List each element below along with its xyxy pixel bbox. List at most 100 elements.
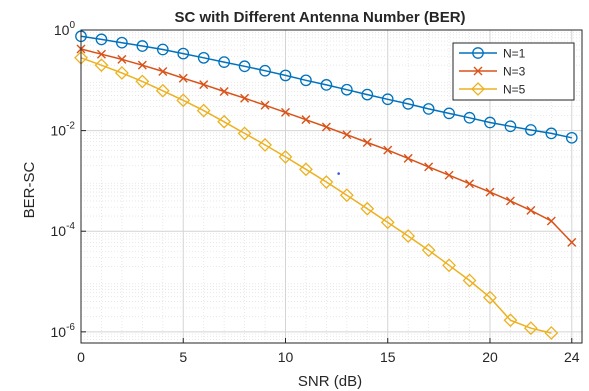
data-point — [219, 86, 229, 96]
data-point — [342, 130, 352, 140]
data-point — [485, 187, 495, 197]
data-point — [217, 114, 232, 129]
series-N=1 — [75, 30, 578, 144]
data-point — [178, 73, 188, 83]
legend-item: N=1 — [459, 47, 526, 61]
series-N=3 — [76, 44, 577, 247]
x-axis-ticks: 0 5 10 15 20 24 — [77, 338, 580, 365]
data-point — [444, 170, 454, 180]
data-point — [340, 83, 353, 96]
annotation-dot — [337, 172, 340, 175]
data-point — [421, 243, 436, 258]
series-layer — [74, 30, 578, 340]
y-tick-label: 10-6 — [51, 322, 76, 340]
data-point — [137, 60, 147, 70]
y-tick-label: 10-2 — [51, 121, 76, 139]
x-tick-label: 0 — [77, 349, 85, 365]
data-point — [299, 162, 313, 177]
data-point — [114, 66, 129, 80]
data-point — [300, 74, 312, 87]
data-point — [237, 126, 252, 141]
legend-label: N=1 — [503, 47, 526, 61]
data-point — [473, 66, 483, 76]
series-N=5 — [74, 50, 559, 340]
data-point — [94, 58, 109, 73]
data-point — [465, 179, 475, 189]
data-point — [380, 215, 395, 230]
legend-item: N=5 — [459, 82, 526, 97]
data-point — [462, 273, 477, 288]
data-point — [319, 175, 334, 189]
data-point — [544, 326, 559, 340]
data-point — [117, 54, 127, 64]
data-point — [197, 51, 210, 64]
y-tick-label: 100 — [54, 20, 76, 38]
data-point — [136, 40, 149, 52]
x-tick-label: 5 — [179, 349, 187, 365]
data-point — [240, 93, 250, 103]
data-point — [424, 162, 434, 172]
data-point — [260, 100, 270, 110]
legend-item: N=3 — [459, 65, 526, 79]
y-axis-ticks: 10-6 10-4 10-2 100 — [51, 20, 86, 340]
data-point — [523, 321, 538, 336]
data-point — [158, 66, 168, 76]
x-tick-label: 20 — [482, 349, 498, 365]
data-point — [218, 56, 230, 68]
data-point — [403, 153, 413, 163]
data-point — [301, 115, 311, 125]
data-point — [484, 116, 496, 129]
data-point — [442, 258, 457, 273]
y-tick-label: 10-4 — [51, 221, 76, 239]
data-point — [546, 216, 556, 226]
data-point — [525, 124, 537, 136]
data-point — [483, 290, 497, 305]
data-point — [339, 188, 354, 203]
data-point — [135, 74, 150, 89]
series-line — [80, 35, 572, 139]
data-point — [96, 49, 106, 59]
x-tick-label: 15 — [380, 349, 396, 365]
annotation-layer — [337, 172, 340, 175]
data-point — [361, 88, 374, 101]
data-point — [278, 149, 293, 164]
chart-title: SC with Different Antenna Number (BER) — [174, 9, 465, 26]
data-point — [280, 107, 290, 117]
x-tick-label: 24 — [564, 349, 580, 365]
data-point — [526, 205, 536, 215]
plot-border — [80, 29, 583, 344]
data-point — [503, 313, 518, 328]
data-point — [362, 138, 372, 148]
data-point — [196, 103, 211, 118]
data-point — [156, 43, 169, 56]
data-point — [545, 127, 558, 140]
data-point — [505, 196, 515, 206]
legend-label: N=5 — [503, 83, 526, 97]
data-point — [199, 80, 209, 90]
data-point — [321, 122, 331, 132]
data-point — [176, 93, 191, 108]
data-point — [238, 60, 251, 73]
data-point — [155, 83, 170, 98]
data-point — [402, 98, 415, 110]
data-point — [383, 145, 393, 155]
data-point — [463, 111, 476, 124]
legend: N=1 N=3 N=5 — [452, 42, 575, 101]
data-point — [504, 120, 517, 133]
data-point — [258, 137, 272, 152]
data-point — [259, 64, 271, 77]
data-point — [279, 69, 292, 82]
data-point — [116, 36, 128, 49]
x-axis-label: SNR (dB) — [298, 373, 362, 390]
data-point — [443, 107, 455, 120]
data-point — [381, 93, 394, 106]
y-axis-label: BER-SC — [21, 162, 38, 219]
data-point — [401, 229, 416, 244]
legend-label: N=3 — [503, 65, 526, 79]
data-point — [471, 82, 485, 96]
data-point — [177, 47, 190, 60]
data-point — [360, 201, 375, 216]
x-tick-label: 10 — [278, 349, 294, 365]
data-point — [472, 47, 484, 59]
